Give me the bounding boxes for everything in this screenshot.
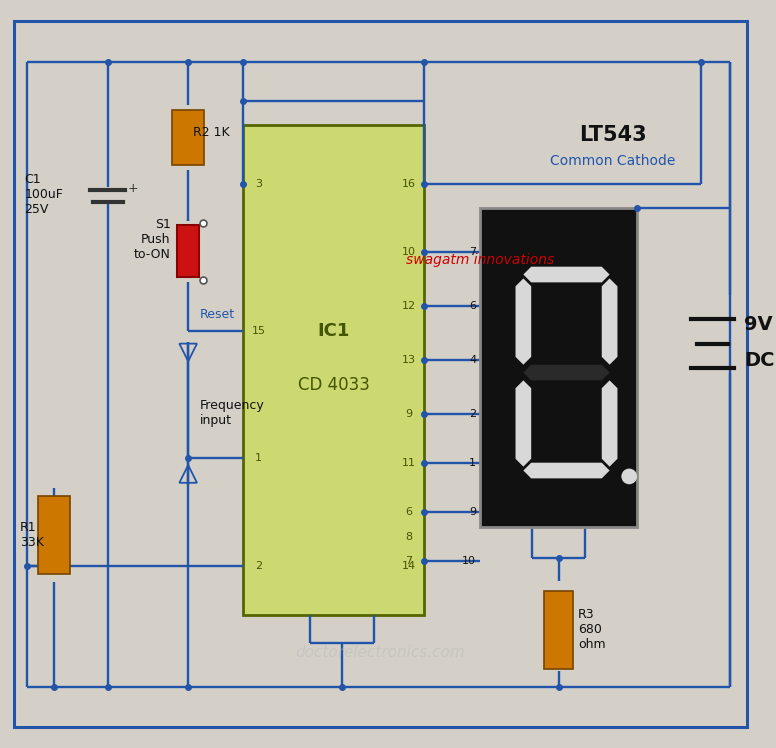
Text: swagatm innovations: swagatm innovations xyxy=(406,254,554,267)
Text: 4: 4 xyxy=(469,355,476,365)
Text: 7: 7 xyxy=(469,248,476,257)
Text: CD 4033: CD 4033 xyxy=(298,375,369,393)
Text: 1: 1 xyxy=(469,459,476,468)
Text: 16: 16 xyxy=(402,179,416,188)
Text: 15: 15 xyxy=(251,326,265,336)
Polygon shape xyxy=(523,463,610,479)
Bar xyxy=(243,125,424,615)
Text: Frequency
input: Frequency input xyxy=(200,399,265,427)
Text: 6: 6 xyxy=(469,301,476,311)
Bar xyxy=(544,591,573,669)
Polygon shape xyxy=(601,278,618,365)
Bar xyxy=(178,225,199,277)
Polygon shape xyxy=(601,381,618,467)
Text: R1
33K: R1 33K xyxy=(19,521,43,549)
Polygon shape xyxy=(523,365,610,381)
Text: 2: 2 xyxy=(255,561,262,571)
Text: 3: 3 xyxy=(255,179,262,188)
Text: IC1: IC1 xyxy=(317,322,350,340)
Text: 14: 14 xyxy=(402,561,416,571)
Text: 9V: 9V xyxy=(744,314,772,334)
Text: 6: 6 xyxy=(405,507,412,517)
Polygon shape xyxy=(515,278,532,365)
Polygon shape xyxy=(523,267,610,282)
Text: 9: 9 xyxy=(469,507,476,517)
Text: R2 1K: R2 1K xyxy=(193,126,230,139)
Text: LT543: LT543 xyxy=(579,125,646,145)
Text: doctorelectronics.com: doctorelectronics.com xyxy=(296,645,465,660)
Circle shape xyxy=(622,468,637,484)
Text: 10: 10 xyxy=(402,248,416,257)
Text: C1
100uF
25V: C1 100uF 25V xyxy=(25,173,64,216)
Text: 7: 7 xyxy=(405,557,412,566)
Text: S1
Push
to-ON: S1 Push to-ON xyxy=(133,218,171,261)
Text: 10: 10 xyxy=(462,557,476,566)
Text: Reset: Reset xyxy=(200,308,235,321)
Text: 13: 13 xyxy=(402,355,416,365)
Bar xyxy=(172,111,204,165)
Polygon shape xyxy=(515,381,532,467)
Text: 1: 1 xyxy=(255,453,262,463)
Text: DC: DC xyxy=(744,351,774,370)
Text: 9: 9 xyxy=(405,409,412,419)
Text: +: + xyxy=(127,183,138,195)
Text: 8: 8 xyxy=(405,532,412,542)
Bar xyxy=(38,495,70,574)
Text: 2: 2 xyxy=(469,409,476,419)
Text: 11: 11 xyxy=(402,459,416,468)
Text: 12: 12 xyxy=(402,301,416,311)
Bar xyxy=(480,209,637,527)
Text: R3
680
ohm: R3 680 ohm xyxy=(578,608,606,652)
Text: Common Cathode: Common Cathode xyxy=(550,154,675,168)
